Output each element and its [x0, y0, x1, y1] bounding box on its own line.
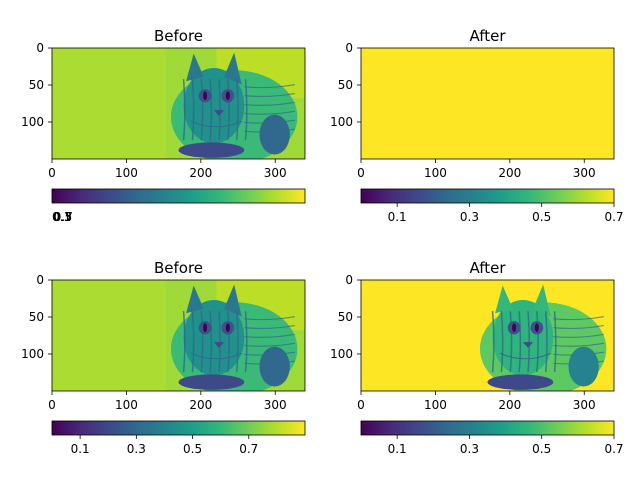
- x-tick-label: 100: [424, 166, 447, 180]
- colorbar-tick-label: 0.3: [460, 442, 479, 456]
- x-tick-label: 100: [424, 398, 447, 412]
- chart-panel-2: After 0 100 200 300 0 50 100 0.1 0.3 0.5 0.7: [330, 27, 623, 224]
- chart-title: After: [469, 27, 506, 45]
- chart-panel-3: Before 0 100 200 300 0 50 100 0.1 0.3 0.5 0.7: [21, 259, 306, 456]
- y-tick-label: 50: [29, 78, 44, 92]
- colorbar: [51, 188, 306, 204]
- colorbar-tick-label: 0.1: [388, 442, 407, 456]
- y-tick-label: 100: [330, 115, 353, 129]
- colorbar-tick-label: 0.7: [239, 442, 258, 456]
- axes-frame: [360, 47, 615, 160]
- y-tick-label: 0: [345, 273, 353, 287]
- heatmap-image: [52, 280, 305, 391]
- colorbar-tick-label: 0.3: [53, 210, 72, 224]
- colorbar-tick-label: 0.5: [532, 210, 551, 224]
- colorbar: [360, 420, 615, 436]
- chart-title: Before: [154, 27, 203, 45]
- y-tick-label: 50: [29, 310, 44, 324]
- x-tick-label: 300: [573, 166, 596, 180]
- axes-frame: [360, 279, 615, 392]
- colorbar-tick-label: 0.1: [388, 210, 407, 224]
- chart-panel-4: After 0 100 200 300 0 50 100 0.1 0.3 0.5 0.7: [330, 259, 623, 456]
- x-tick-label: 0: [48, 398, 56, 412]
- y-tick-label: 0: [36, 41, 44, 55]
- colorbar-tick-label: 0.7: [604, 442, 623, 456]
- colorbar-tick-label: 0.5: [183, 442, 202, 456]
- axes-frame: [51, 47, 306, 160]
- x-tick-label: 0: [357, 166, 365, 180]
- y-tick-label: 100: [21, 115, 44, 129]
- chart-title: Before: [154, 259, 203, 277]
- x-tick-label: 200: [498, 166, 521, 180]
- colorbar: [360, 188, 615, 204]
- y-tick-label: 50: [338, 78, 353, 92]
- x-tick-label: 300: [264, 398, 287, 412]
- heatmap-image: [52, 48, 305, 159]
- colorbar-tick-label: 0.1: [71, 442, 90, 456]
- axes-frame: [51, 279, 306, 392]
- y-tick-label: 0: [345, 41, 353, 55]
- colorbar-tick-label: 0.5: [532, 442, 551, 456]
- chart-panel-1: Before 0 100 200 300 0 50 100 0.10.30.50.7: [21, 27, 306, 224]
- colorbar-tick-label: 0.5: [53, 210, 72, 224]
- colorbar-tick-label: 0.3: [127, 442, 146, 456]
- heatmap-image: [361, 280, 614, 391]
- y-tick-label: 0: [36, 273, 44, 287]
- x-tick-label: 100: [115, 166, 138, 180]
- y-tick-label: 50: [338, 310, 353, 324]
- x-tick-label: 0: [48, 166, 56, 180]
- colorbar-tick-label: 0.1: [52, 210, 71, 224]
- y-tick-label: 100: [330, 347, 353, 361]
- x-tick-label: 100: [115, 398, 138, 412]
- x-tick-label: 300: [573, 398, 596, 412]
- y-tick-label: 100: [21, 347, 44, 361]
- x-tick-label: 300: [264, 166, 287, 180]
- chart-title: After: [469, 259, 506, 277]
- x-tick-label: 200: [189, 166, 212, 180]
- colorbar-tick-label: 0.3: [460, 210, 479, 224]
- heatmap-image: [361, 48, 614, 159]
- x-tick-label: 0: [357, 398, 365, 412]
- x-tick-label: 200: [498, 398, 521, 412]
- colorbar-tick-label: 0.7: [604, 210, 623, 224]
- colorbar-tick-label: 0.7: [54, 210, 73, 224]
- x-tick-label: 200: [189, 398, 212, 412]
- colorbar: [51, 420, 306, 436]
